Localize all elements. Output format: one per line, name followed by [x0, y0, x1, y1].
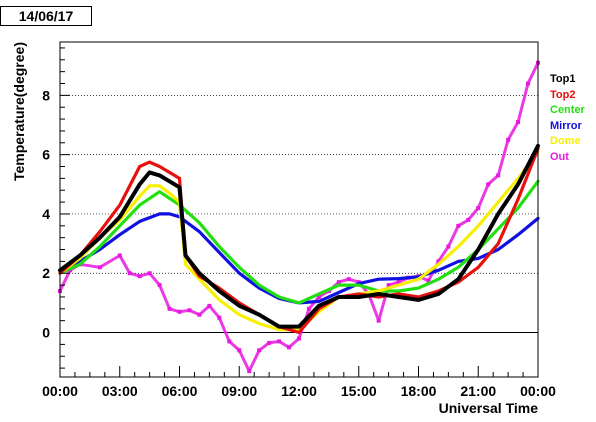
data-point-out: [267, 340, 272, 345]
x-tick-label: 15:00: [341, 383, 377, 399]
series-top2: [58, 147, 540, 335]
legend-entry-top2: Top2: [550, 88, 576, 101]
data-point-out: [336, 280, 341, 285]
x-tick-label: 18:00: [401, 383, 437, 399]
series-line-top2: [58, 147, 540, 335]
data-point-out: [147, 271, 152, 276]
data-point-out: [237, 348, 242, 353]
data-point-out: [486, 182, 491, 187]
data-point-out: [97, 265, 102, 270]
data-point-out: [516, 120, 521, 125]
y-tick-label: 4: [42, 206, 50, 222]
data-point-out: [167, 306, 172, 311]
data-point-out: [187, 308, 192, 313]
x-axis-title: Universal Time: [439, 400, 539, 416]
data-point-out: [456, 223, 461, 228]
data-point-out: [287, 345, 292, 350]
series-line-center: [58, 179, 540, 305]
x-tick-label: 09:00: [221, 383, 257, 399]
x-tick-label: 12:00: [281, 383, 317, 399]
series-dome: [58, 150, 540, 332]
data-point-out: [137, 274, 142, 279]
data-point-out: [157, 283, 162, 288]
data-point-out: [426, 278, 431, 283]
x-tick-label: 00:00: [520, 383, 556, 399]
data-point-out: [396, 280, 401, 285]
data-point-out: [476, 206, 481, 211]
data-point-out: [306, 306, 311, 311]
data-point-out: [277, 339, 282, 344]
data-point-out: [127, 271, 132, 276]
data-point-out: [446, 244, 451, 249]
data-point-out: [376, 318, 381, 323]
data-point-out: [466, 217, 471, 222]
data-point-out: [247, 369, 252, 374]
data-point-out: [496, 173, 501, 178]
data-point-out: [316, 294, 321, 299]
x-tick-label: 21:00: [460, 383, 496, 399]
date-label: 14/06/17: [0, 6, 92, 26]
data-point-out: [207, 303, 212, 308]
y-tick-label: 2: [42, 265, 50, 281]
data-point-out: [526, 81, 531, 86]
legend-entry-dome: Dome: [550, 135, 581, 147]
data-point-out: [117, 253, 122, 258]
data-point-out: [297, 336, 301, 341]
y-tick-label: 0: [42, 325, 50, 341]
data-point-out: [217, 315, 222, 320]
x-tick-label: 06:00: [162, 383, 198, 399]
legend-entry-center: Center: [550, 104, 585, 116]
data-point-out: [386, 283, 391, 288]
y-tick-label: 6: [42, 147, 50, 163]
series-center: [58, 179, 540, 305]
x-tick-label: 03:00: [102, 383, 138, 399]
data-point-out: [227, 339, 232, 344]
legend-entry-out: Out: [550, 150, 569, 163]
data-point-out: [506, 137, 511, 142]
data-point-out: [177, 309, 182, 314]
series-top1: [58, 143, 540, 329]
legend-entry-mirror: Mirror: [550, 119, 582, 132]
legend-entry-top1: Top1: [550, 73, 576, 85]
x-tick-label: 00:00: [42, 383, 78, 399]
data-point-out: [436, 259, 441, 264]
series-line-top1: [58, 143, 540, 329]
legend: Top1 Top2 Center Mirror Dome Out: [550, 72, 585, 165]
axis-labels: 0 2 4 6 8 00:00 03:00 06:00 09:00 12:00 15:00 18:00…: [11, 42, 556, 416]
data-point-out: [197, 312, 202, 317]
y-tick-label: 8: [42, 87, 50, 103]
y-axis-title: Temperature(degree): [11, 42, 27, 181]
series-line-dome: [58, 150, 540, 332]
axis-ticks: [59, 47, 539, 377]
plot-area: [58, 60, 540, 374]
data-point-out: [346, 277, 351, 282]
data-point-out: [257, 348, 262, 353]
